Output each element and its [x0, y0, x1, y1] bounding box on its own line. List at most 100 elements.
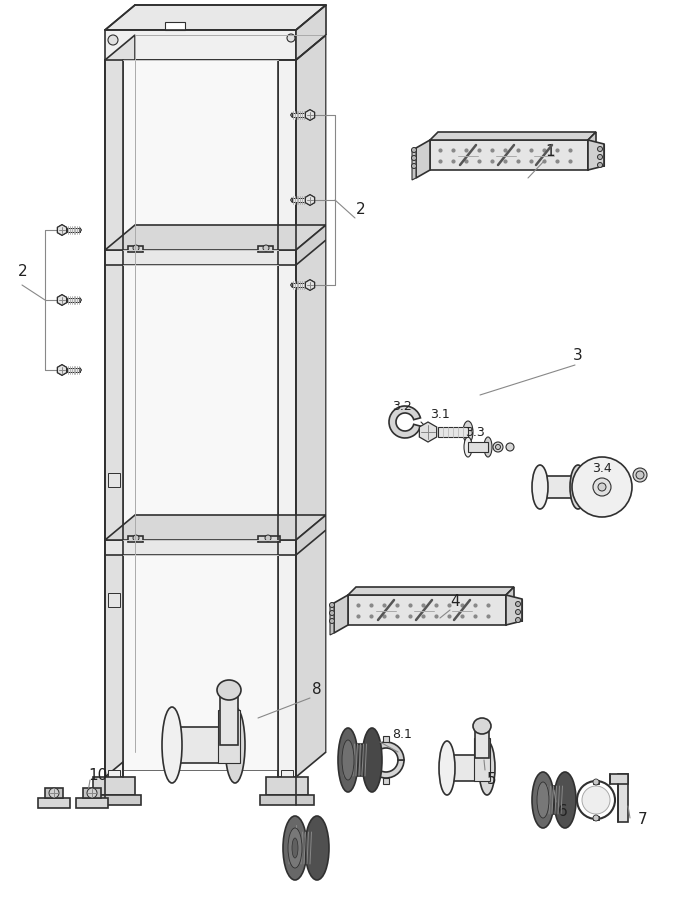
Text: 3.4: 3.4: [592, 462, 612, 474]
Polygon shape: [292, 198, 305, 202]
Polygon shape: [62, 225, 67, 230]
Polygon shape: [108, 770, 120, 777]
Circle shape: [411, 156, 416, 160]
Polygon shape: [474, 738, 490, 781]
Circle shape: [598, 483, 606, 491]
Polygon shape: [305, 110, 315, 121]
Polygon shape: [62, 370, 67, 375]
Polygon shape: [310, 285, 315, 291]
Circle shape: [49, 788, 59, 798]
Circle shape: [493, 442, 503, 452]
Polygon shape: [93, 777, 135, 795]
Polygon shape: [290, 283, 292, 287]
Circle shape: [265, 535, 271, 541]
Polygon shape: [416, 140, 430, 178]
Polygon shape: [62, 364, 67, 370]
Polygon shape: [310, 197, 315, 202]
Wedge shape: [389, 406, 420, 438]
Polygon shape: [610, 774, 628, 784]
Polygon shape: [296, 225, 326, 265]
Polygon shape: [475, 726, 489, 758]
Text: 3.1: 3.1: [430, 409, 449, 421]
Circle shape: [598, 155, 602, 159]
Polygon shape: [305, 200, 310, 205]
Polygon shape: [62, 228, 67, 233]
Polygon shape: [292, 112, 305, 117]
Polygon shape: [258, 246, 273, 252]
Circle shape: [593, 815, 599, 821]
Circle shape: [496, 445, 500, 449]
Polygon shape: [67, 298, 80, 302]
Ellipse shape: [554, 772, 576, 828]
Ellipse shape: [217, 680, 241, 700]
Polygon shape: [430, 132, 596, 140]
Polygon shape: [128, 536, 143, 542]
Polygon shape: [348, 587, 514, 595]
Polygon shape: [296, 515, 326, 555]
Circle shape: [593, 779, 599, 785]
Circle shape: [636, 471, 644, 479]
Ellipse shape: [288, 828, 302, 868]
Polygon shape: [330, 603, 334, 635]
Polygon shape: [57, 225, 62, 230]
Ellipse shape: [162, 707, 182, 783]
Polygon shape: [281, 770, 293, 777]
Circle shape: [582, 786, 610, 814]
Polygon shape: [105, 250, 296, 265]
Polygon shape: [383, 736, 389, 742]
Polygon shape: [305, 110, 310, 115]
Circle shape: [330, 602, 335, 608]
Polygon shape: [342, 744, 372, 776]
Ellipse shape: [484, 437, 492, 457]
Polygon shape: [305, 194, 315, 205]
Polygon shape: [310, 110, 315, 115]
Polygon shape: [334, 595, 348, 633]
Ellipse shape: [537, 782, 549, 818]
Polygon shape: [80, 367, 82, 373]
Polygon shape: [348, 595, 506, 625]
Polygon shape: [296, 35, 326, 777]
Polygon shape: [292, 283, 305, 287]
Polygon shape: [305, 283, 310, 288]
Polygon shape: [305, 112, 310, 118]
Polygon shape: [57, 297, 62, 302]
Polygon shape: [296, 5, 326, 60]
Polygon shape: [305, 280, 310, 285]
Polygon shape: [80, 298, 82, 302]
Polygon shape: [128, 246, 143, 252]
Text: 3.2: 3.2: [392, 400, 412, 413]
Ellipse shape: [225, 707, 245, 783]
Polygon shape: [506, 587, 514, 625]
Circle shape: [330, 618, 335, 624]
Polygon shape: [218, 710, 240, 763]
Polygon shape: [305, 115, 310, 121]
Circle shape: [411, 148, 416, 152]
Polygon shape: [57, 294, 67, 305]
Polygon shape: [62, 300, 67, 305]
Text: 7: 7: [638, 813, 647, 827]
Circle shape: [598, 147, 602, 151]
Ellipse shape: [439, 741, 455, 795]
Polygon shape: [57, 294, 62, 300]
Polygon shape: [105, 5, 326, 30]
Polygon shape: [305, 197, 310, 202]
Ellipse shape: [338, 728, 358, 792]
Ellipse shape: [362, 728, 382, 792]
Circle shape: [87, 788, 97, 798]
Polygon shape: [438, 427, 468, 437]
Text: 6: 6: [558, 805, 568, 820]
Polygon shape: [266, 777, 308, 795]
Polygon shape: [310, 115, 315, 121]
Text: 8: 8: [312, 682, 322, 698]
Polygon shape: [57, 364, 67, 375]
Polygon shape: [305, 194, 310, 200]
Circle shape: [598, 163, 602, 167]
Polygon shape: [45, 788, 63, 798]
Circle shape: [263, 245, 269, 251]
Ellipse shape: [283, 816, 307, 880]
Wedge shape: [368, 742, 404, 760]
Circle shape: [572, 457, 632, 517]
Circle shape: [515, 617, 520, 623]
Polygon shape: [540, 476, 578, 498]
Polygon shape: [258, 536, 280, 542]
